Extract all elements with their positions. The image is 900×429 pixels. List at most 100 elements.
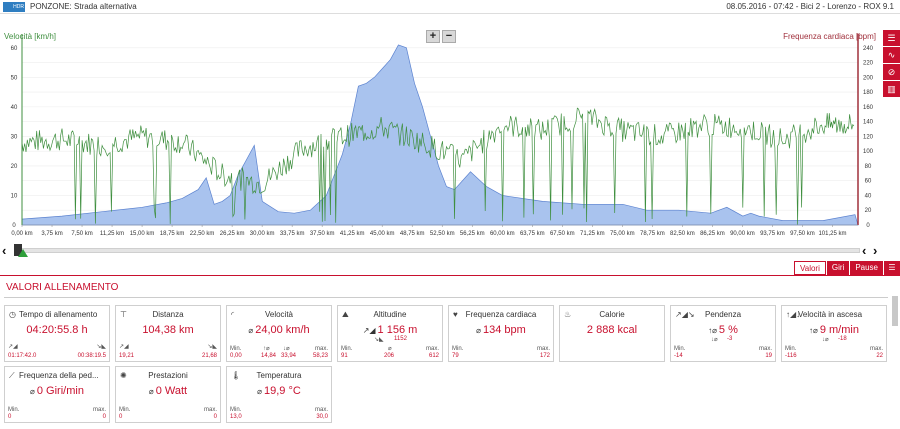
ascent-icon: ↗◢ xyxy=(362,326,376,335)
zoom-in-button[interactable]: + xyxy=(426,30,440,43)
card-left-value: 19,21 xyxy=(119,353,135,359)
max-label: max. xyxy=(314,407,328,413)
clock-icon: ◷ xyxy=(9,310,16,319)
y2-tick-label: 60 xyxy=(865,179,872,185)
scroll-left-arrow[interactable]: ‹ xyxy=(2,243,7,258)
x-tick-label: 0,00 km xyxy=(11,231,32,237)
card-value: 0 Watt xyxy=(155,385,188,397)
min-label: Min. xyxy=(8,407,20,413)
card-value: 19,9 °C xyxy=(264,385,301,397)
max-label: max. xyxy=(536,346,550,352)
flame-icon: ♨ xyxy=(564,310,572,319)
card-value: 134 bpm xyxy=(483,324,526,336)
no-icon[interactable]: ⊘ xyxy=(883,64,900,81)
x-tick-label: 67,50 km xyxy=(550,231,575,237)
up-icon: ↗◢ xyxy=(8,344,18,350)
y2-tick-label: 180 xyxy=(863,90,874,96)
tab-values[interactable]: Valori xyxy=(794,261,826,275)
tab-pauses[interactable]: Pause xyxy=(849,261,883,275)
left-axis-label[interactable]: Velocità [km/h] xyxy=(4,32,57,41)
y-tick-label: 50 xyxy=(11,75,18,81)
chart-area[interactable]: 0 10 20 30 40 50 60 0 20 40 60 80 100 120 140 160 180 200… xyxy=(0,14,900,242)
min-label: Min. xyxy=(230,346,242,352)
y-tick-label: 30 xyxy=(11,134,18,140)
bars-icon[interactable]: ▥ xyxy=(883,81,900,98)
up-avg-icon: ↑⌀ xyxy=(263,346,270,352)
card-min-value: -14 xyxy=(674,353,683,359)
card-title: Altitudine xyxy=(373,310,407,319)
scroll-right-arrow[interactable]: › xyxy=(873,243,878,258)
x-tick-label: 33,75 km xyxy=(280,231,305,237)
max-label: max. xyxy=(92,407,106,413)
cards-scrollbar[interactable] xyxy=(892,296,898,426)
x-tick-label: 90,00 km xyxy=(730,231,755,237)
bulb-icon: ✺ xyxy=(120,371,127,380)
y2-tick-label: 140 xyxy=(863,120,874,126)
activity-chart[interactable]: 0 10 20 30 40 50 60 0 20 40 60 80 100 120 140 160 180 200… xyxy=(0,14,900,242)
card-title: Velocità in ascesa xyxy=(798,310,863,319)
card-min-value: 0 xyxy=(119,414,123,420)
x-tick-label: 82,50 km xyxy=(670,231,695,237)
tab-laps[interactable]: Giri xyxy=(825,261,850,275)
right-axis-label[interactable]: Frequenza cardiaca [bpm] xyxy=(783,32,876,41)
card-calories: ♨ Calorie 2 888 kcal xyxy=(559,305,665,362)
avg-up-icon: ↑⌀ xyxy=(708,326,717,335)
scroll-thumb[interactable] xyxy=(892,296,898,326)
card-min-value: -116 xyxy=(785,353,797,359)
x-tick-label: 56,25 km xyxy=(460,231,485,237)
avg-icon: ⌀ xyxy=(248,326,254,335)
zoom-out-button[interactable]: − xyxy=(442,30,456,43)
descent-icon: ↘◣ xyxy=(374,337,384,343)
card-distance: ⊤ Distanza 104,38 km ↗◢ ↘◣ 19,21 21,68 xyxy=(115,305,221,362)
card-value: 04:20:55.8 h xyxy=(26,324,88,336)
scroll-handle[interactable] xyxy=(14,244,22,256)
x-tick-label: 78,75 km xyxy=(640,231,665,237)
chart-scrollbar[interactable]: ‹ ‹ › xyxy=(0,242,900,258)
card-down-value: -18 xyxy=(838,336,847,342)
avg-down-icon: ↓⌀ xyxy=(711,337,718,343)
card-title: Distanza xyxy=(152,310,184,319)
card-value: 5 % xyxy=(718,324,738,336)
x-tick-label: 7,50 km xyxy=(71,231,92,237)
card-min-value: 0 xyxy=(8,414,12,420)
card-max-value: 30,0 xyxy=(316,414,328,420)
list-icon[interactable]: ☰ xyxy=(883,261,900,275)
x-tick-label: 97,50 km xyxy=(790,231,815,237)
card-temperature: 🌡︎ Temperatura ⌀ 19,9 °C Min. max. 13,0 3… xyxy=(226,366,332,423)
avg-icon: ⌀ xyxy=(476,326,481,335)
card-right-value: 00:38:19.5 xyxy=(77,353,106,359)
x-tick-label: 22,50 km xyxy=(190,231,215,237)
card-title: Pendenza xyxy=(704,310,742,319)
card-title: Tempo di allenamento xyxy=(19,310,98,319)
y2-tick-label: 120 xyxy=(863,134,874,140)
card-heart-rate: ♥ Frequenza cardiaca ⌀ 134 bpm Min. max. … xyxy=(448,305,554,362)
card-max-value: 0 xyxy=(102,414,106,420)
min-label: Min. xyxy=(341,346,353,352)
card-altitude: ⛰ Altitudine ↗◢ 1 156 m ↘◣ 1152 Min. ⌀ ma… xyxy=(337,305,443,362)
y-tick-label: 10 xyxy=(11,193,18,199)
avg-up-icon: ↑⌀ xyxy=(809,326,818,335)
y2-tick-label: 240 xyxy=(863,46,874,52)
speed-line xyxy=(21,107,855,225)
x-tick-label: 3,75 km xyxy=(41,231,62,237)
trend-icon[interactable]: ∿ xyxy=(883,47,900,64)
card-right-value: 21,68 xyxy=(201,353,217,359)
card-cadence: ⟋ Frequenza della ped... ⌀ 0 Giri/min Min… xyxy=(4,366,110,423)
card-min-value: 79 xyxy=(452,353,459,359)
card-title: Temperatura xyxy=(256,371,302,380)
scroll-track[interactable] xyxy=(20,248,860,253)
min-label: Min. xyxy=(230,407,242,413)
max-label: max. xyxy=(869,346,883,352)
list-icon[interactable]: ☰ xyxy=(883,30,900,47)
card-left-value: 01:17:42.0 xyxy=(8,353,37,359)
x-tick-label: 37,50 km xyxy=(310,231,335,237)
scroll-left-end-arrow[interactable]: ‹ xyxy=(862,243,867,258)
down-icon: ↘◣ xyxy=(207,344,217,350)
card-max-value: 172 xyxy=(539,353,550,359)
x-tick-label: 15,00 km xyxy=(130,231,155,237)
down-icon: ↘◣ xyxy=(96,344,106,350)
card-descent-value: 1152 xyxy=(394,336,407,342)
card-value: 104,38 km xyxy=(142,324,194,336)
max-label: max. xyxy=(758,346,772,352)
x-tick-label: 93,75 km xyxy=(760,231,785,237)
